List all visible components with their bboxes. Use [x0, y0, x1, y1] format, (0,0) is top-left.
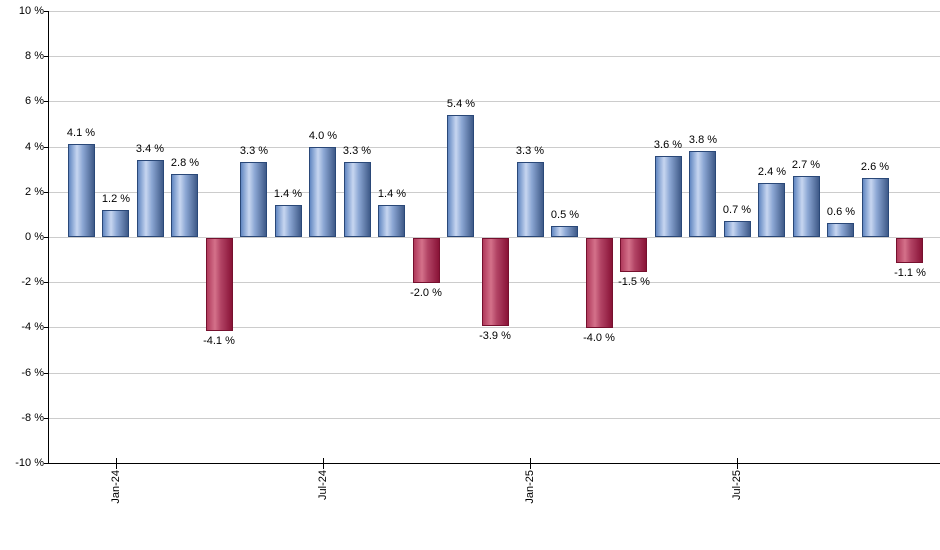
- y-axis-tick: [44, 327, 48, 328]
- x-axis-label: Jul-25: [731, 470, 743, 500]
- bar-value-label: -4.1 %: [203, 335, 235, 347]
- x-axis-tick: [737, 458, 738, 469]
- y-gridline: [48, 147, 940, 148]
- bar-value-label: 3.3 %: [342, 145, 372, 157]
- bar: [275, 205, 302, 237]
- x-axis-tick: [116, 458, 117, 469]
- bar: [827, 223, 854, 237]
- bar-value-label: 1.4 %: [377, 188, 407, 200]
- bar-value-label: 4.1 %: [66, 127, 96, 139]
- bar: [655, 156, 682, 237]
- y-axis-tick: [44, 418, 48, 419]
- y-axis-label: -8 %: [21, 412, 44, 424]
- y-gridline: [48, 327, 940, 328]
- y-gridline: [48, 11, 940, 12]
- bar: [862, 178, 889, 237]
- bar: [447, 115, 474, 237]
- bar-value-label: -4.0 %: [583, 332, 615, 344]
- bar-value-label: 1.2 %: [101, 193, 131, 205]
- y-axis-tick: [44, 373, 48, 374]
- x-axis-tick: [323, 458, 324, 469]
- y-axis-tick: [44, 237, 48, 238]
- y-axis-tick: [44, 11, 48, 12]
- y-axis-label: 6 %: [25, 95, 44, 107]
- y-axis-line: [48, 11, 49, 464]
- bar: [482, 238, 509, 326]
- bar-value-label: 2.6 %: [860, 161, 890, 173]
- y-axis-tick: [44, 56, 48, 57]
- y-gridline: [48, 56, 940, 57]
- bar-value-label: -2.0 %: [410, 287, 442, 299]
- bar: [137, 160, 164, 237]
- y-axis-label: 2 %: [25, 186, 44, 198]
- y-gridline: [48, 192, 940, 193]
- bar: [240, 162, 267, 237]
- bar-value-label: 1.4 %: [273, 188, 303, 200]
- bar-value-label: 2.4 %: [757, 166, 787, 178]
- bar-value-label: 3.3 %: [239, 145, 269, 157]
- bar: [378, 205, 405, 237]
- bar: [620, 238, 647, 272]
- y-axis-label: -10 %: [15, 457, 44, 469]
- x-axis-line: [48, 463, 940, 464]
- x-axis-label: Jan-24: [110, 470, 122, 504]
- bar-value-label: 3.6 %: [653, 139, 683, 151]
- bar: [551, 226, 578, 237]
- bar-value-label: 0.6 %: [826, 206, 856, 218]
- bar-value-label: 2.8 %: [170, 157, 200, 169]
- y-axis-tick: [44, 192, 48, 193]
- bar-value-label: 5.4 %: [446, 98, 476, 110]
- y-axis-tick: [44, 147, 48, 148]
- bar-value-label: 3.3 %: [515, 145, 545, 157]
- bar: [758, 183, 785, 237]
- y-axis-tick: [44, 101, 48, 102]
- y-axis-tick: [44, 282, 48, 283]
- y-axis-label: 8 %: [25, 50, 44, 62]
- y-axis-label: 0 %: [25, 231, 44, 243]
- bar-value-label: 4.0 %: [308, 130, 338, 142]
- bar-value-label: 0.7 %: [722, 204, 752, 216]
- bar: [689, 151, 716, 237]
- bar-value-label: 0.5 %: [550, 209, 580, 221]
- y-gridline: [48, 418, 940, 419]
- y-gridline: [48, 101, 940, 102]
- x-axis-label: Jan-25: [524, 470, 536, 504]
- y-axis-tick: [44, 463, 48, 464]
- bar: [413, 238, 440, 283]
- bar: [517, 162, 544, 237]
- bar-value-label: -1.1 %: [894, 267, 926, 279]
- y-axis-label: 4 %: [25, 141, 44, 153]
- bar-value-label: 3.4 %: [135, 143, 165, 155]
- bar: [309, 147, 336, 237]
- bar: [102, 210, 129, 237]
- y-axis-label: -2 %: [21, 276, 44, 288]
- bar-value-label: -3.9 %: [479, 330, 511, 342]
- bar: [68, 144, 95, 237]
- bar: [171, 174, 198, 237]
- y-axis-label: 10 %: [18, 5, 44, 17]
- bar: [586, 238, 613, 328]
- bar: [206, 238, 233, 331]
- bar-value-label: 3.8 %: [688, 134, 718, 146]
- bar: [724, 221, 751, 237]
- bar-value-label: 2.7 %: [791, 159, 821, 171]
- bar: [793, 176, 820, 237]
- x-axis-tick: [530, 458, 531, 469]
- y-gridline: [48, 373, 940, 374]
- y-gridline: [48, 237, 940, 238]
- y-axis-label: -6 %: [21, 367, 44, 379]
- bar: [896, 238, 923, 263]
- bar: [344, 162, 371, 237]
- x-axis-label: Jul-24: [317, 470, 329, 500]
- bar-value-label: -1.5 %: [618, 276, 650, 288]
- y-axis-label: -4 %: [21, 321, 44, 333]
